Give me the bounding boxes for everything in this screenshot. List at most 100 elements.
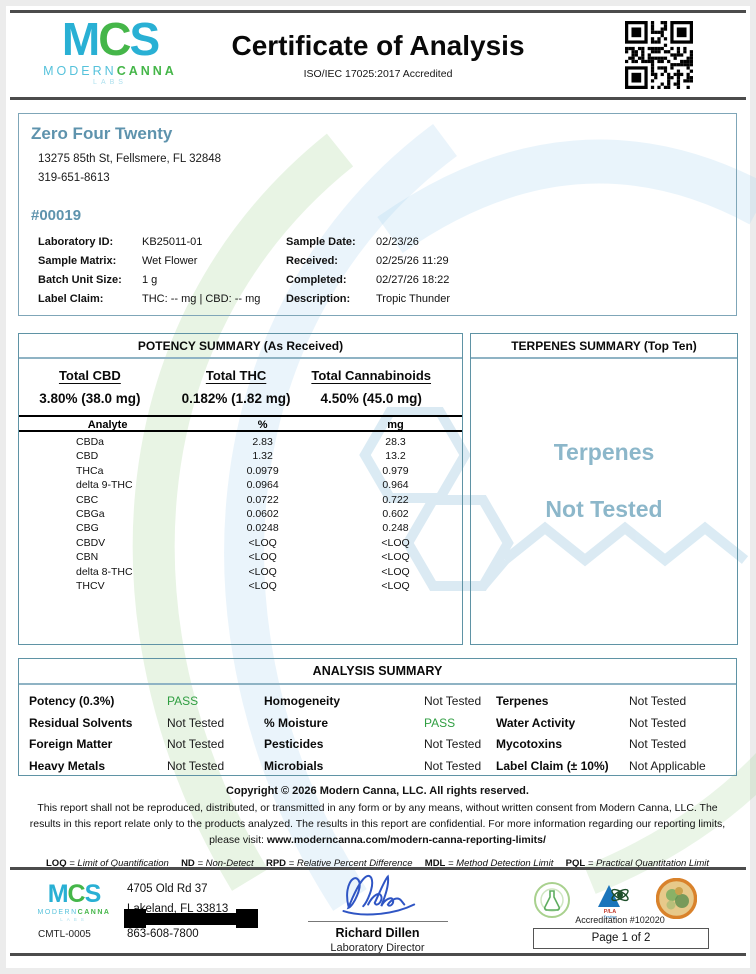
analyte-percent: 0.0964 bbox=[246, 479, 279, 492]
analysis-result: Not Tested bbox=[167, 737, 225, 751]
detail-label: Sample Date: bbox=[286, 236, 356, 248]
table-row: CBD 1.32 13.2 bbox=[19, 449, 462, 463]
detail-label: Batch Unit Size: bbox=[38, 274, 122, 286]
analyte-percent: 0.0602 bbox=[246, 507, 279, 520]
potency-panel-title: POTENCY SUMMARY (As Received) bbox=[19, 334, 462, 359]
analysis-label: Homogeneity bbox=[264, 694, 341, 708]
table-row: THCV <LOQ <LOQ bbox=[19, 579, 462, 593]
total-value: 3.80% (38.0 mg) bbox=[39, 391, 141, 406]
footer-top-rule bbox=[10, 867, 746, 870]
analyte-name: CBDa bbox=[76, 436, 105, 448]
copyright-line: Copyright © 2026 Modern Canna, LLC. All … bbox=[226, 785, 529, 797]
terpenes-line2: Not Tested bbox=[545, 496, 663, 522]
accreditation-number: Accreditation #102020 bbox=[575, 915, 665, 925]
analysis-result: Not Tested bbox=[424, 758, 482, 773]
analyte-percent: 2.83 bbox=[252, 436, 273, 448]
analyte-percent: <LOQ bbox=[248, 579, 277, 592]
florida-agriculture-seal-icon bbox=[656, 878, 697, 919]
disclaimer-body: This report shall not be reproduced, dis… bbox=[29, 802, 726, 846]
analysis-label: Water Activity bbox=[496, 715, 576, 730]
detail-label: Completed: bbox=[286, 274, 347, 286]
analyte-name: CBDV bbox=[76, 536, 106, 549]
accreditation-subtitle: ISO/IEC 17025:2017 Accredited bbox=[303, 68, 453, 80]
analysis-result: Not Tested bbox=[629, 715, 687, 730]
analysis-label: Microbials bbox=[264, 758, 324, 773]
lab-address-line2: Lakeland, FL 33813 bbox=[127, 903, 229, 915]
footer-bottom-rule bbox=[10, 953, 746, 956]
analyte-mg: <LOQ bbox=[381, 536, 410, 549]
analyte-table-body: CBDa 2.83 28.3 CBD 1.32 13.2 THCa 0.0979… bbox=[19, 435, 462, 593]
analyte-percent: 0.0722 bbox=[246, 493, 279, 506]
analysis-result: Not Tested bbox=[424, 694, 482, 708]
abbreviation-item: ND = Non-Detect bbox=[181, 858, 254, 869]
analyte-mg: 0.602 bbox=[382, 507, 409, 520]
sample-details-left: Laboratory ID: KB25011-01 Sample Matrix: We… bbox=[38, 236, 260, 312]
detail-label: Laboratory ID: bbox=[38, 236, 114, 248]
analyte-percent: 1.32 bbox=[252, 450, 273, 463]
table-row: CBG 0.0248 0.248 bbox=[19, 521, 462, 535]
terpenes-panel-title: TERPENES SUMMARY (Top Ten) bbox=[471, 334, 737, 359]
signer-title: Laboratory Director bbox=[330, 942, 425, 954]
analysis-summary-grid: Potency (0.3%) PASS Homogeneity Not Tested T… bbox=[19, 685, 736, 780]
analysis-result: PASS bbox=[167, 694, 199, 708]
analyte-mg: <LOQ bbox=[381, 579, 410, 592]
client-phone: 319-651-8613 bbox=[38, 172, 110, 184]
potency-totals: Total CBD 3.80% (38.0 mg) Total THC 0.18… bbox=[19, 359, 462, 406]
abbreviation-item: RPD = Relative Percent Difference bbox=[265, 858, 413, 869]
client-info-box: Zero Four Twenty 13275 85th St, Fellsmer… bbox=[18, 113, 737, 316]
analyte-percent: 0.0248 bbox=[246, 522, 279, 535]
potency-summary-panel: POTENCY SUMMARY (As Received) Total CBD … bbox=[18, 333, 463, 645]
page-number-box: Page 1 of 2 bbox=[533, 928, 709, 949]
detail-label: Received: bbox=[286, 255, 338, 267]
lab-phone: 863-608-7800 bbox=[127, 928, 199, 940]
analyte-name: CBC bbox=[76, 493, 99, 506]
column-mg: mg bbox=[387, 419, 404, 431]
analyte-name: delta 8-THC bbox=[76, 565, 133, 578]
logo-mcs-letters: MCS bbox=[61, 13, 160, 65]
detail-label: Description: bbox=[286, 293, 351, 305]
signature-script-icon bbox=[342, 874, 415, 916]
potency-total: Total THC 0.182% (1.82 mg) bbox=[161, 368, 312, 406]
detail-value: 02/23/26 bbox=[376, 236, 419, 248]
analysis-summary-panel: ANALYSIS SUMMARY Potency (0.3%) PASS Homog… bbox=[18, 658, 737, 776]
analyte-percent: <LOQ bbox=[248, 565, 277, 578]
header-bottom-rule bbox=[10, 97, 746, 100]
copyright-block: Copyright © 2026 Modern Canna, LLC. All … bbox=[18, 785, 737, 869]
page-title: Certificate of Analysis bbox=[231, 30, 525, 61]
disclaimer-text: This report shall not be reproduced, dis… bbox=[18, 800, 737, 848]
table-row: delta 9-THC 0.0964 0.964 bbox=[19, 478, 462, 492]
pjla-testing-seal-icon: P/LA Testing bbox=[598, 885, 629, 919]
header-top-rule bbox=[10, 10, 746, 13]
logo-wordmark: MODERNCANNA bbox=[43, 64, 177, 78]
reporting-limits-link[interactable]: www.moderncanna.com/modern-canna-reporti… bbox=[266, 834, 546, 846]
table-row: CBDV <LOQ <LOQ bbox=[19, 536, 462, 550]
flask-accreditation-seal-icon bbox=[534, 882, 570, 918]
table-row: CBN <LOQ <LOQ bbox=[19, 550, 462, 564]
analysis-result: Not Tested bbox=[167, 715, 225, 730]
analyte-mg: <LOQ bbox=[381, 565, 410, 578]
signature-block: Richard Dillen Laboratory Director bbox=[300, 870, 455, 954]
sample-number: #00019 bbox=[31, 207, 82, 224]
client-name: Zero Four Twenty bbox=[31, 124, 173, 143]
lab-address-line1: 4705 Old Rd 37 bbox=[127, 883, 208, 895]
analysis-label: % Moisture bbox=[264, 715, 329, 730]
analyte-mg: 0.248 bbox=[382, 522, 409, 535]
signature-line bbox=[307, 921, 448, 922]
modern-canna-logo: MCS MODERNCANNA LABS bbox=[26, 16, 194, 86]
analysis-panel-title: ANALYSIS SUMMARY bbox=[19, 659, 736, 685]
detail-value: THC: -- mg | CBD: -- mg bbox=[142, 293, 261, 305]
analyte-mg: <LOQ bbox=[381, 551, 410, 564]
analyte-mg: 13.2 bbox=[385, 450, 406, 463]
abbreviation-item: LOQ = Limit of Quantification bbox=[46, 858, 169, 869]
potency-total: Total Cannabinoids 4.50% (45.0 mg) bbox=[311, 368, 431, 406]
redacted-text-bar bbox=[124, 909, 258, 928]
analyte-name: THCV bbox=[76, 579, 105, 592]
potency-total: Total CBD 3.80% (38.0 mg) bbox=[19, 368, 161, 406]
logo-labs-text: LABS bbox=[93, 79, 127, 86]
analyte-percent: <LOQ bbox=[248, 551, 277, 564]
logo-letter-m: M bbox=[61, 13, 100, 65]
analysis-result: Not Tested bbox=[629, 694, 687, 708]
analyte-name: CBD bbox=[76, 450, 99, 463]
terpenes-summary-panel: TERPENES SUMMARY (Top Ten) Terpenes Not … bbox=[470, 333, 738, 645]
